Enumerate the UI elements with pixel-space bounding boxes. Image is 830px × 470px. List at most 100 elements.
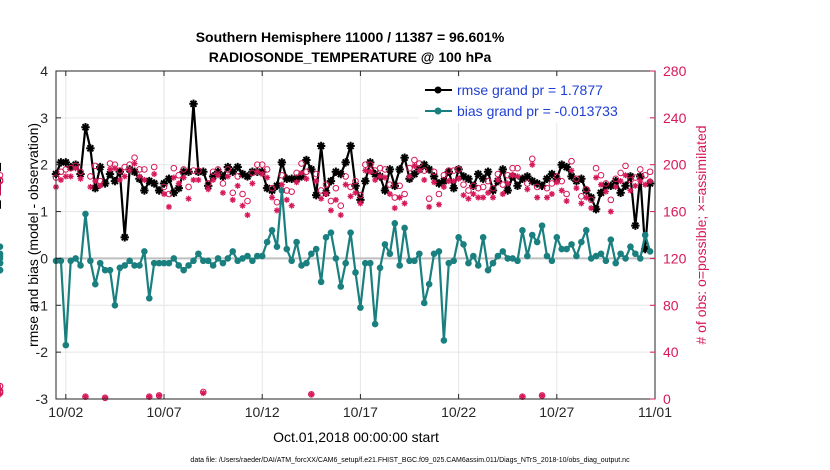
marker-stroke xyxy=(337,170,345,178)
data-point xyxy=(607,196,615,204)
data-point xyxy=(254,252,261,260)
data-point xyxy=(154,186,164,195)
data-point-asterisk xyxy=(553,179,560,186)
data-point xyxy=(484,266,492,274)
marker-stroke xyxy=(86,144,95,152)
data-point xyxy=(578,238,585,246)
data-point xyxy=(332,184,340,192)
asterisk-stroke xyxy=(465,196,472,202)
data-point-asterisk xyxy=(126,167,133,174)
data-point xyxy=(455,166,462,173)
asterisk-stroke xyxy=(131,160,138,167)
data-point xyxy=(591,205,601,214)
data-point xyxy=(244,252,251,260)
asterisk-stroke xyxy=(259,171,265,177)
data-point xyxy=(77,168,84,176)
data-point-asterisk xyxy=(87,183,94,190)
data-point xyxy=(317,187,325,194)
data-point xyxy=(578,193,585,200)
data-point xyxy=(342,173,349,180)
asterisk-stroke xyxy=(451,178,457,184)
data-point xyxy=(641,231,649,239)
y-tick-label: -2 xyxy=(36,344,49,360)
asterisk-stroke xyxy=(608,208,614,215)
data-point xyxy=(298,160,305,167)
marker-stroke xyxy=(165,175,173,183)
asterisk-stroke xyxy=(568,167,575,174)
data-point xyxy=(602,180,610,187)
marker-stroke xyxy=(145,177,153,185)
data-point-asterisk xyxy=(190,176,197,183)
series-layer xyxy=(0,99,655,402)
data-point xyxy=(597,171,605,179)
data-point-asterisk xyxy=(534,194,541,201)
data-point-asterisk xyxy=(219,189,226,196)
data-point-asterisk xyxy=(342,181,349,188)
chart-subtitle: RADIOSONDE_TEMPERATURE @ 100 hPa xyxy=(209,49,492,65)
data-point xyxy=(302,155,311,165)
data-point xyxy=(180,166,187,173)
marker-stroke xyxy=(499,165,507,174)
data-point xyxy=(175,262,183,269)
data-point xyxy=(632,250,639,258)
data-point xyxy=(416,250,423,258)
asterisk-stroke xyxy=(200,390,206,396)
x-axis-ticks: 10/02 10/07 10/12 10/17 10/22 10/27 11/01 xyxy=(48,71,672,420)
data-point xyxy=(110,176,120,186)
asterisk-stroke xyxy=(269,194,275,201)
data-point xyxy=(391,219,399,227)
data-point-asterisk xyxy=(180,174,187,181)
data-point xyxy=(195,250,202,258)
data-point xyxy=(214,255,222,262)
data-point-asterisk xyxy=(210,176,217,183)
y2-tick-label: 0 xyxy=(663,391,671,407)
asterisk-stroke xyxy=(426,204,432,210)
x-tick-label: 10/17 xyxy=(343,404,378,420)
data-point-asterisk xyxy=(234,182,241,189)
data-point xyxy=(214,166,222,173)
marker-stroke xyxy=(342,158,350,167)
data-point xyxy=(303,168,310,176)
marker-stroke xyxy=(361,177,369,185)
data-point xyxy=(204,257,212,265)
marker-stroke xyxy=(96,163,104,171)
data-point-asterisk xyxy=(504,180,511,187)
marker-stroke xyxy=(312,191,320,199)
data-point-asterisk xyxy=(489,194,496,201)
data-point xyxy=(470,252,477,260)
asterisk-stroke xyxy=(136,173,143,180)
data-point xyxy=(288,257,295,265)
data-point-asterisk xyxy=(573,185,580,192)
data-point-asterisk xyxy=(298,169,305,176)
data-point xyxy=(509,164,516,172)
data-point-asterisk xyxy=(165,203,172,210)
data-point xyxy=(445,167,453,174)
marker-stroke xyxy=(175,184,183,192)
data-point-asterisk xyxy=(386,191,393,197)
data-point xyxy=(278,171,286,179)
data-point xyxy=(352,177,359,185)
marker-stroke xyxy=(189,100,198,108)
data-point xyxy=(411,156,418,164)
marker-stroke xyxy=(263,184,271,192)
asterisk-stroke xyxy=(264,175,270,181)
data-point xyxy=(219,180,227,187)
asterisk-stroke xyxy=(230,197,236,203)
data-point-asterisk xyxy=(121,173,128,180)
data-point xyxy=(562,162,571,172)
data-point xyxy=(229,189,237,197)
data-point xyxy=(145,294,153,302)
data-point-asterisk xyxy=(278,181,285,188)
y2-tick-label: 120 xyxy=(663,250,687,266)
marker-stroke xyxy=(81,123,90,131)
asterisk-stroke xyxy=(618,178,624,184)
y-tick-label: -1 xyxy=(36,297,49,313)
data-point xyxy=(91,183,100,193)
asterisk-stroke xyxy=(289,203,295,209)
data-point xyxy=(386,181,394,188)
data-point-asterisk xyxy=(377,173,384,180)
data-point xyxy=(366,161,374,169)
data-point xyxy=(563,190,570,198)
data-point-asterisk xyxy=(602,188,609,195)
data-point-asterisk xyxy=(588,205,595,212)
